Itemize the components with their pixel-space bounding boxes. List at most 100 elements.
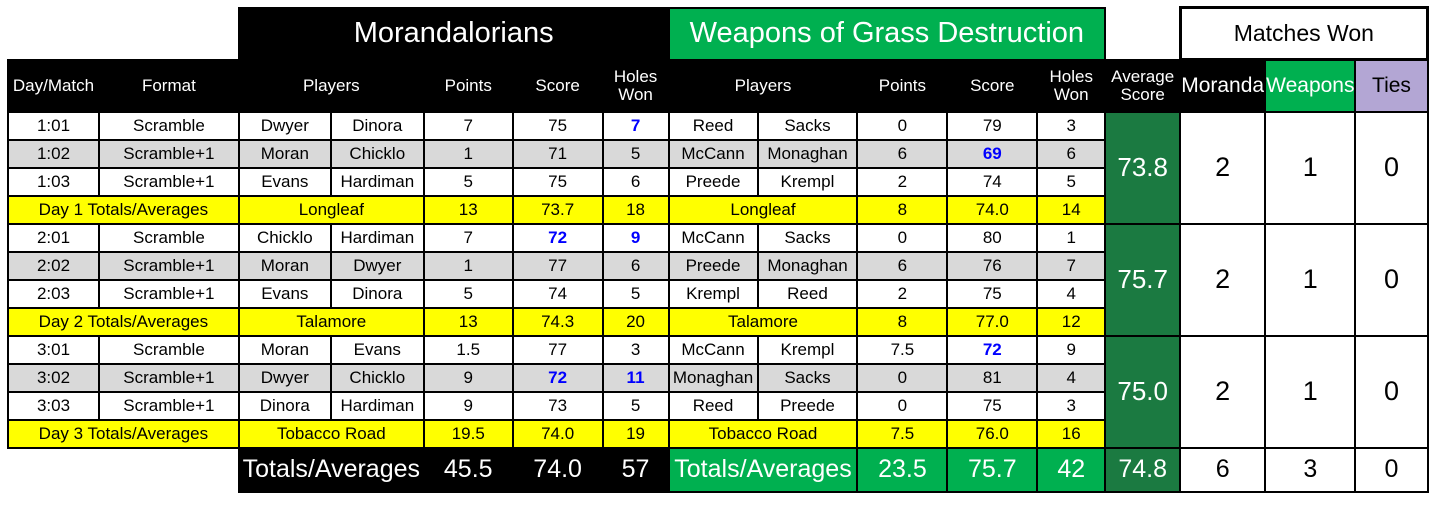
- cell-score: 75: [946, 278, 1039, 309]
- header-team1-holes-won: Holes Won: [601, 58, 670, 113]
- team2-totals-label: Totals/Averages: [667, 446, 859, 493]
- match-row: 1:02 Scramble+1 Moran Chicklo 1 71 5 McC…: [7, 138, 1428, 169]
- cell-player: Monaghan: [756, 250, 859, 281]
- header-team1-players: Players: [237, 58, 425, 113]
- cell-holes-won: 4: [1036, 362, 1107, 393]
- cell-player: Sacks: [756, 110, 859, 141]
- scoreboard-table: Morandalorians Weapons of Grass Destruct…: [7, 6, 1429, 493]
- header-team2-score: Score: [946, 58, 1039, 113]
- cell-day-match: 3:01: [7, 334, 100, 365]
- team1-title: Morandalorians: [237, 6, 670, 61]
- cell-score: 74: [511, 278, 604, 309]
- match-row: 2:01 Scramble Chicklo Hardiman 7 72 9 Mc…: [7, 222, 1429, 337]
- cell-score: 77: [511, 250, 604, 281]
- cell-player: Dwyer: [237, 362, 332, 393]
- cell-moranda-wins: 2: [1179, 334, 1267, 449]
- header-team2-points: Points: [856, 58, 949, 113]
- cell-format: Scramble+1: [97, 362, 240, 393]
- cell-player: Dinora: [237, 390, 332, 421]
- cell-player: Krempl: [756, 334, 859, 365]
- cell-course: Talamore: [237, 306, 425, 337]
- cell-score-average: 73.7: [511, 194, 604, 225]
- cell-player: Reed: [667, 110, 759, 141]
- cell-points: 9: [422, 390, 514, 421]
- cell-holes-won: 3: [601, 334, 670, 365]
- cell-points: 7: [422, 222, 514, 253]
- cell-day-match: 1:02: [7, 138, 100, 169]
- cell-score: 69: [946, 138, 1039, 169]
- match-row: 3:02 Scramble+1 Dwyer Chicklo 9 72 11 Mo…: [7, 362, 1428, 393]
- cell-score-average: 74.0: [946, 194, 1039, 225]
- cell-player: Dinora: [329, 110, 425, 141]
- cell-ties: 0: [1354, 222, 1429, 337]
- match-row: 3:01 Scramble Moran Evans 1.5 77 3 McCan…: [7, 334, 1429, 449]
- cell-weapons-wins: 1: [1264, 334, 1357, 449]
- cell-score-average: 76.0: [946, 418, 1039, 449]
- cell-day-match: 2:02: [7, 250, 100, 281]
- overall-average-score: 74.8: [1104, 446, 1182, 493]
- cell-ties: 0: [1354, 110, 1429, 225]
- cell-player: Evans: [237, 278, 332, 309]
- cell-holes-won: 5: [601, 278, 670, 309]
- cell-player: Krempl: [756, 166, 859, 197]
- day-totals-row: Day 1 Totals/Averages Longleaf 13 73.7 1…: [7, 194, 1428, 225]
- cell-points-total: 7.5: [856, 418, 949, 449]
- team2-score-average: 75.7: [946, 446, 1039, 493]
- header-team1-points: Points: [422, 58, 514, 113]
- cell-ties: 0: [1354, 334, 1429, 449]
- cell-holes-won: 9: [601, 222, 670, 253]
- cell-player: Evans: [237, 166, 332, 197]
- column-header-row: Day/Match Format Players Points Score Ho…: [7, 58, 1429, 113]
- match-row: 1:03 Scramble+1 Evans Hardiman 5 75 6 Pr…: [7, 166, 1428, 197]
- cell-course: Tobacco Road: [667, 418, 859, 449]
- cell-day-totals-label: Day 3 Totals/Averages: [7, 418, 240, 449]
- cell-holes-won: 7: [601, 110, 670, 141]
- cell-holes-won: 3: [1036, 110, 1107, 141]
- cell-player: Preede: [667, 250, 759, 281]
- header-team2-holes-won: Holes Won: [1036, 58, 1107, 113]
- cell-score: 72: [511, 222, 604, 253]
- cell-average-score: 75.7: [1104, 222, 1182, 337]
- cell-holes-won: 5: [1036, 166, 1107, 197]
- cell-player: Monaghan: [756, 138, 859, 169]
- cell-average-score: 73.8: [1104, 110, 1182, 225]
- cell-points: 6: [856, 138, 949, 169]
- cell-score-average: 74.0: [511, 418, 604, 449]
- cell-holes-won: 6: [601, 250, 670, 281]
- cell-player: Chicklo: [329, 362, 425, 393]
- cell-score: 74: [946, 166, 1039, 197]
- cell-day-match: 1:03: [7, 166, 100, 197]
- team1-points-total: 45.5: [422, 446, 514, 493]
- cell-holes-total: 16: [1036, 418, 1107, 449]
- cell-score: 72: [946, 334, 1039, 365]
- header-format: Format: [97, 58, 240, 113]
- cell-holes-total: 20: [601, 306, 670, 337]
- cell-player: Moran: [237, 138, 332, 169]
- header-weapons: Weapons: [1264, 58, 1357, 113]
- team1-holes-total: 57: [601, 446, 670, 493]
- cell-points-total: 19.5: [422, 418, 514, 449]
- cell-holes-won: 7: [1036, 250, 1107, 281]
- cell-player: McCann: [667, 222, 759, 253]
- cell-player: Sacks: [756, 222, 859, 253]
- cell-format: Scramble: [97, 222, 240, 253]
- cell-score: 71: [511, 138, 604, 169]
- team2-title: Weapons of Grass Destruction: [667, 6, 1107, 61]
- cell-day-match: 2:01: [7, 222, 100, 253]
- blank-footer: [8, 447, 239, 492]
- cell-format: Scramble+1: [97, 250, 240, 281]
- cell-score: 77: [511, 334, 604, 365]
- cell-player: Reed: [667, 390, 759, 421]
- cell-points: 1: [422, 138, 514, 169]
- match-row: 2:02 Scramble+1 Moran Dwyer 1 77 6 Preed…: [7, 250, 1428, 281]
- cell-format: Scramble+1: [97, 278, 240, 309]
- cell-player: Moran: [237, 334, 332, 365]
- header-moranda: Moranda: [1179, 58, 1267, 113]
- cell-points: 0: [856, 390, 949, 421]
- cell-points-total: 8: [856, 194, 949, 225]
- cell-holes-won: 11: [601, 362, 670, 393]
- cell-day-totals-label: Day 2 Totals/Averages: [7, 306, 240, 337]
- cell-holes-total: 18: [601, 194, 670, 225]
- cell-holes-won: 5: [601, 138, 670, 169]
- day-totals-row: Day 2 Totals/Averages Talamore 13 74.3 2…: [7, 306, 1428, 337]
